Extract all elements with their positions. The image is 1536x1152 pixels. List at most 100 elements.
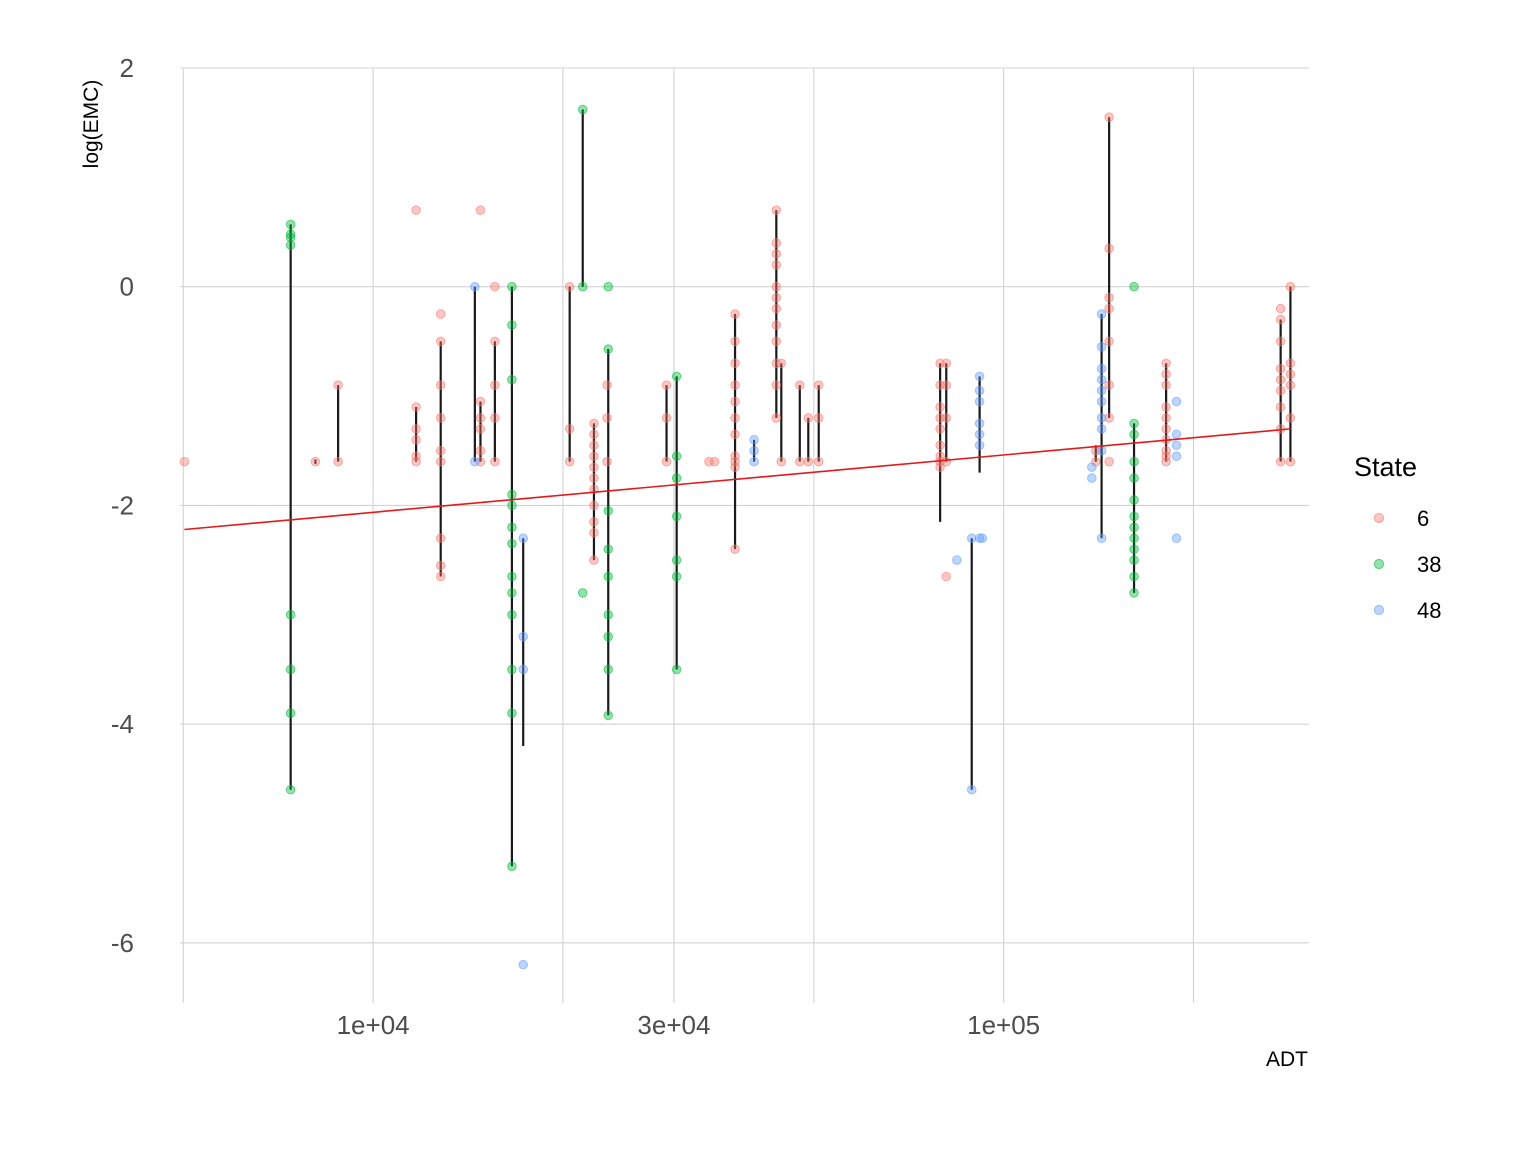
- point-state-48: [1096, 413, 1107, 423]
- point-state-6: [1161, 456, 1171, 467]
- point-state-38: [1129, 429, 1139, 440]
- point-state-48: [974, 385, 985, 396]
- point-state-6: [589, 484, 599, 494]
- point-state-6: [310, 456, 321, 467]
- point-state-38: [285, 219, 296, 230]
- point-state-6: [771, 249, 782, 259]
- point-state-6: [411, 402, 421, 412]
- point-state-6: [1275, 314, 1286, 325]
- point-state-6: [935, 462, 945, 472]
- point-state-6: [602, 413, 612, 423]
- point-state-38: [507, 320, 517, 330]
- point-state-6: [661, 380, 672, 390]
- point-state-6: [771, 320, 782, 330]
- point-state-6: [411, 456, 421, 467]
- point-state-38: [507, 609, 517, 620]
- point-state-6: [435, 336, 446, 347]
- point-state-6: [1161, 424, 1171, 434]
- point-state-48: [977, 533, 988, 544]
- point-state-6: [730, 413, 740, 423]
- point-state-6: [730, 456, 740, 467]
- point-state-6: [813, 380, 824, 390]
- point-state-48: [470, 456, 480, 467]
- point-state-6: [411, 205, 421, 215]
- point-state-6: [475, 396, 486, 407]
- point-state-48: [966, 784, 977, 795]
- point-state-38: [603, 710, 614, 721]
- point-state-6: [589, 429, 599, 440]
- point-state-38: [1129, 511, 1139, 522]
- point-state-6: [1275, 385, 1286, 396]
- legend-title: State: [1354, 452, 1417, 482]
- point-state-6: [794, 456, 805, 467]
- point-state-38: [603, 506, 614, 516]
- point-state-6: [813, 456, 824, 467]
- x-tick-label: 1e+04: [337, 1010, 410, 1040]
- point-state-6: [490, 413, 500, 423]
- point-state-6: [333, 456, 343, 467]
- point-state-6: [333, 380, 343, 390]
- point-state-6: [475, 424, 486, 434]
- point-state-48: [470, 281, 480, 292]
- point-state-6: [941, 456, 952, 467]
- point-state-38: [1129, 533, 1139, 544]
- x-tick-label: 1e+05: [967, 1010, 1040, 1040]
- point-state-6: [411, 451, 421, 462]
- y-tick-label: -2: [111, 490, 134, 520]
- point-state-38: [671, 571, 682, 582]
- point-state-6: [435, 560, 446, 571]
- point-state-38: [285, 240, 296, 250]
- point-state-38: [671, 371, 682, 382]
- point-state-6: [589, 418, 599, 429]
- point-state-38: [577, 588, 588, 598]
- point-state-6: [1161, 445, 1171, 456]
- point-state-38: [507, 861, 517, 872]
- point-state-6: [1285, 358, 1296, 369]
- point-state-38: [285, 609, 296, 620]
- point-state-6: [1161, 369, 1171, 379]
- point-state-6: [589, 440, 599, 451]
- point-state-6: [490, 380, 500, 390]
- point-state-6: [771, 358, 782, 369]
- point-state-38: [285, 229, 296, 240]
- point-state-6: [771, 205, 782, 215]
- point-state-6: [1104, 380, 1114, 390]
- point-state-38: [603, 609, 614, 620]
- point-state-6: [1161, 358, 1171, 369]
- point-state-38: [507, 281, 517, 292]
- point-state-6: [179, 456, 190, 467]
- point-state-48: [952, 555, 962, 565]
- point-state-48: [518, 533, 529, 544]
- point-state-38: [285, 784, 296, 795]
- point-state-6: [475, 205, 486, 215]
- point-state-48: [1096, 445, 1107, 456]
- point-state-38: [603, 571, 614, 582]
- point-state-48: [1171, 533, 1182, 544]
- point-state-6: [1275, 303, 1286, 314]
- point-state-6: [771, 238, 782, 248]
- point-state-6: [1104, 292, 1114, 303]
- point-state-38: [285, 664, 296, 675]
- point-state-6: [941, 358, 952, 369]
- point-state-6: [1104, 112, 1114, 123]
- point-state-6: [1275, 336, 1286, 347]
- point-state-48: [974, 418, 985, 429]
- point-state-38: [285, 232, 296, 243]
- point-state-38: [1129, 495, 1139, 505]
- point-state-6: [490, 336, 500, 347]
- point-state-48: [1096, 396, 1107, 407]
- point-state-48: [974, 396, 985, 407]
- point-state-6: [803, 456, 814, 467]
- point-state-6: [589, 527, 599, 538]
- point-state-6: [564, 281, 575, 292]
- point-state-6: [602, 380, 612, 390]
- point-state-6: [589, 517, 599, 527]
- point-state-48: [1096, 374, 1107, 385]
- point-state-6: [771, 380, 782, 390]
- point-state-48: [966, 533, 977, 544]
- point-state-6: [730, 462, 740, 472]
- point-state-38: [507, 489, 517, 500]
- legend-key-6: [1373, 512, 1385, 524]
